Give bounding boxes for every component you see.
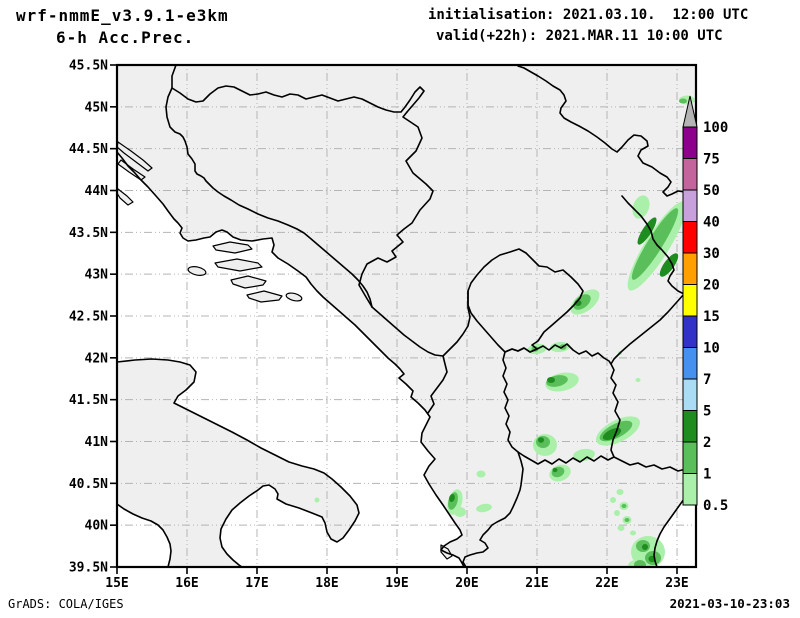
- model-title: wrf-nmmE_v3.9.1-e3km: [16, 6, 229, 25]
- north-macedonia-outline: [502, 343, 621, 465]
- svg-text:22E: 22E: [595, 576, 618, 591]
- svg-text:0.5: 0.5: [703, 498, 728, 514]
- coastlines-and-borders: [117, 65, 696, 567]
- balkan-coastline: [117, 151, 465, 567]
- svg-text:41.5N: 41.5N: [69, 393, 108, 408]
- bosnia-east-border: [358, 111, 434, 308]
- svg-text:30: 30: [703, 246, 720, 262]
- svg-text:20E: 20E: [455, 576, 478, 591]
- svg-text:41N: 41N: [85, 435, 109, 450]
- svg-text:44.5N: 44.5N: [69, 142, 108, 157]
- svg-text:15: 15: [703, 309, 720, 325]
- svg-text:45.5N: 45.5N: [69, 59, 108, 74]
- initialisation-line: initialisation: 2021.03.10. 12:00 UTC: [428, 7, 749, 23]
- creation-timestamp: 2021-03-10-23:03: [669, 596, 790, 611]
- svg-text:23E: 23E: [665, 576, 688, 591]
- svg-text:20: 20: [703, 278, 720, 294]
- svg-text:43N: 43N: [85, 268, 109, 283]
- albania-greece-border: [462, 451, 524, 567]
- grads-credit: GrADS: COLA/IGES: [8, 597, 124, 611]
- latlon-grid: [117, 65, 696, 567]
- svg-text:42.5N: 42.5N: [69, 309, 108, 324]
- svg-text:100: 100: [703, 120, 728, 136]
- svg-text:40.5N: 40.5N: [69, 477, 108, 492]
- serbia-bulgaria-border: [621, 195, 696, 299]
- product-title: 6-h Acc.Prec.: [56, 28, 195, 47]
- bosnia-north-border: [171, 65, 425, 113]
- bulgaria-west-border: [610, 293, 685, 365]
- svg-text:75: 75: [703, 152, 720, 168]
- italy-coastline: [117, 358, 360, 567]
- montenegro-albania-border: [427, 355, 448, 414]
- svg-text:44N: 44N: [85, 184, 109, 199]
- italy-landmass: [117, 359, 359, 567]
- svg-text:7: 7: [703, 372, 711, 388]
- svg-text:21E: 21E: [525, 576, 548, 591]
- calabria-coastline: [117, 503, 172, 567]
- svg-text:15E: 15E: [105, 576, 128, 591]
- svg-text:17E: 17E: [245, 576, 268, 591]
- danube-serbia-border: [517, 65, 696, 198]
- axis-ticks-and-labels: 45.5N 45N 44.5N 44N 43.5N 43N 42.5N 42N 41.5N 41N…: [69, 59, 689, 592]
- aegean-sea: [654, 487, 696, 567]
- valid-time-line: valid(+22h): 2021.MAR.11 10:00 UTC: [436, 28, 723, 44]
- svg-text:39.5N: 39.5N: [69, 560, 108, 575]
- svg-text:2: 2: [703, 435, 711, 451]
- svg-text:19E: 19E: [385, 576, 408, 591]
- svg-text:1: 1: [703, 467, 711, 483]
- svg-text:40N: 40N: [85, 519, 109, 534]
- svg-text:43.5N: 43.5N: [69, 226, 108, 241]
- svg-text:42N: 42N: [85, 351, 109, 366]
- svg-text:50: 50: [703, 183, 720, 199]
- adriatic-islands: [117, 141, 453, 560]
- svg-text:18E: 18E: [315, 576, 338, 591]
- svg-text:45N: 45N: [85, 100, 109, 115]
- svg-text:40: 40: [703, 215, 720, 231]
- svg-text:16E: 16E: [175, 576, 198, 591]
- svg-text:10: 10: [703, 341, 720, 357]
- bosnia-west-border: [165, 87, 373, 308]
- svg-text:5: 5: [703, 404, 711, 420]
- montenegro-serbia-border: [371, 306, 444, 357]
